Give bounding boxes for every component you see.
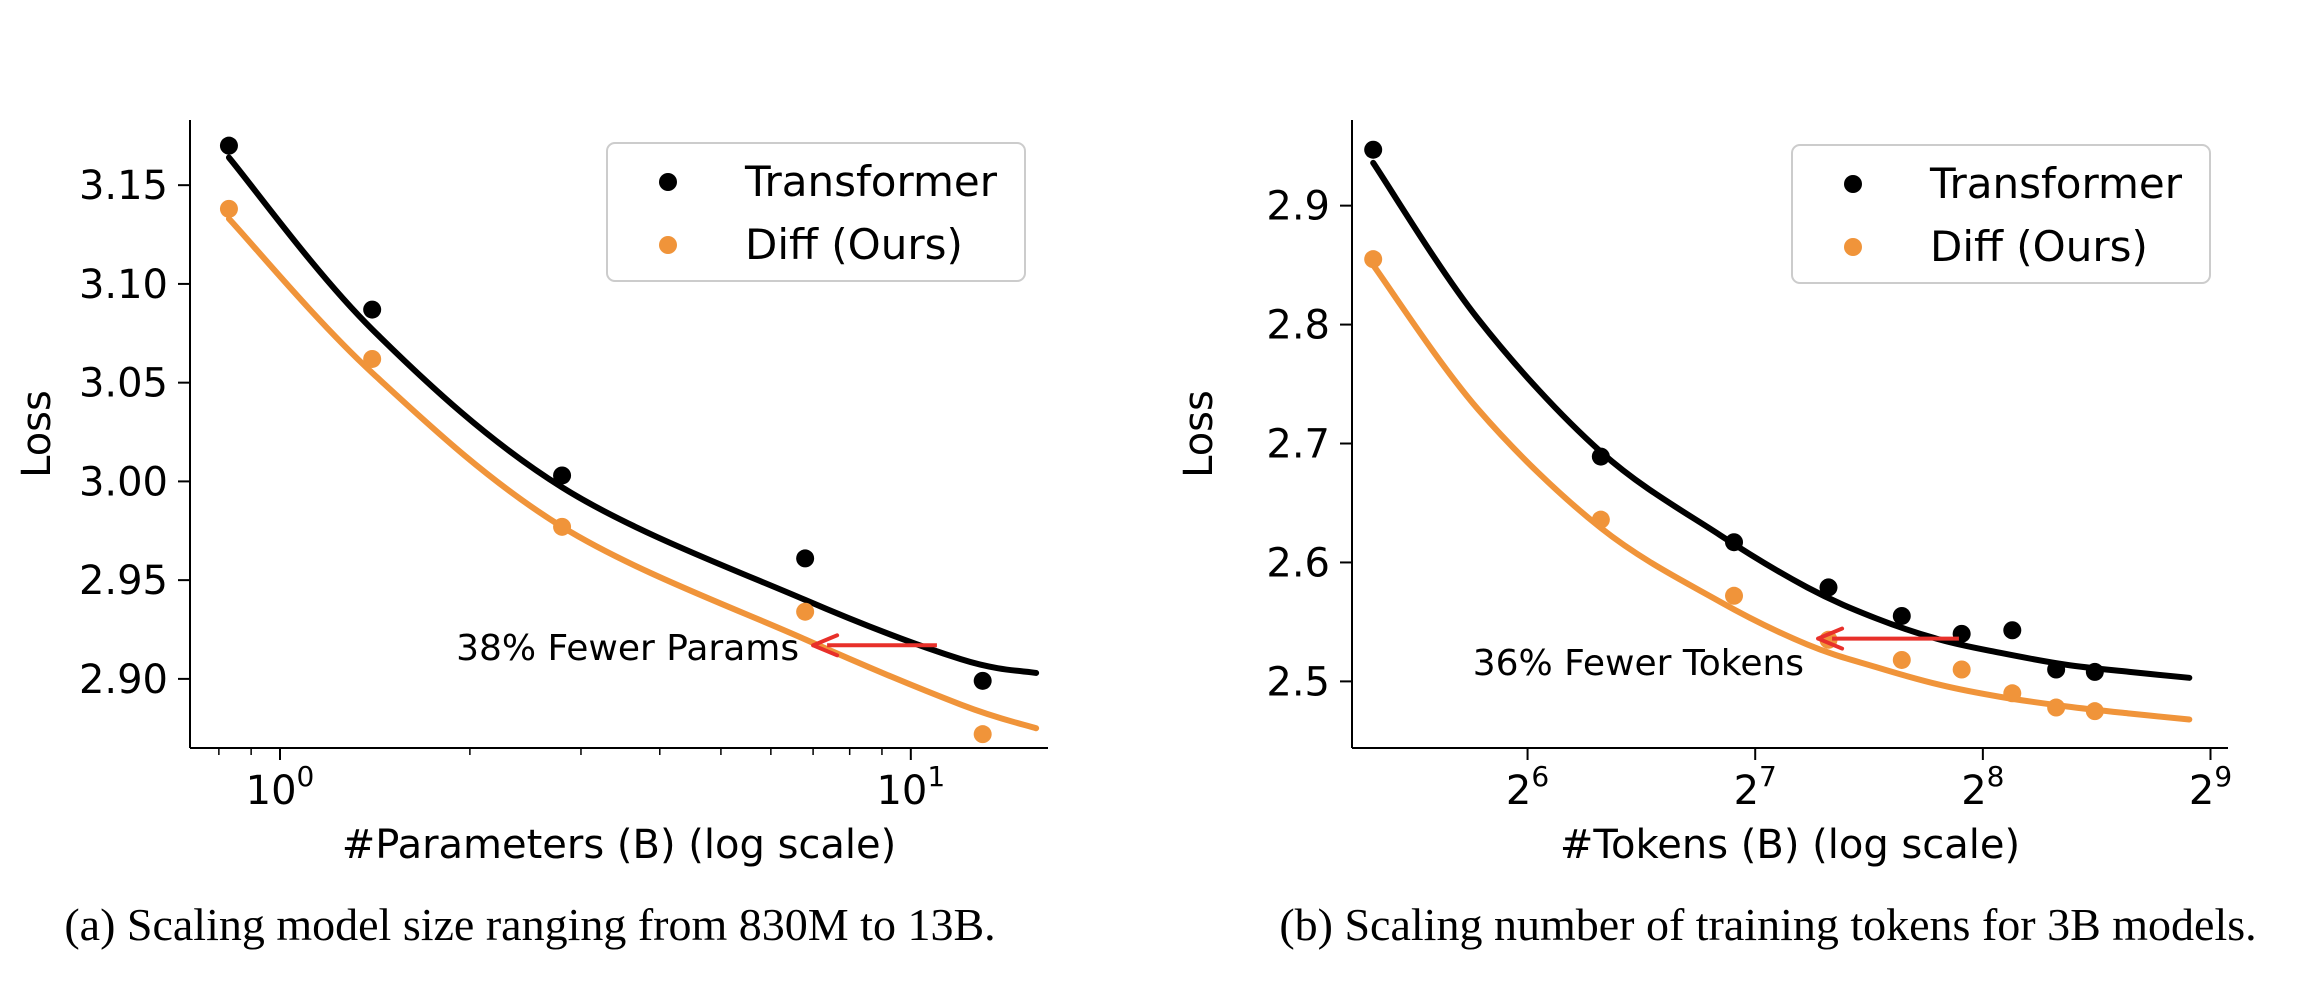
data-point: [553, 517, 572, 536]
fit-curve: [1370, 262, 2193, 723]
figure-caption: (a) Scaling model size ranging from 830M…: [64, 899, 995, 950]
data-point: [2003, 684, 2022, 703]
data-point: [2003, 621, 2022, 640]
annotation-arrow-head: [1816, 626, 1845, 651]
data-point: [1725, 533, 1744, 552]
data-point: [1364, 250, 1383, 269]
x-tick-label: 27: [1734, 760, 1777, 814]
y-tick-label: 2.8: [1266, 303, 1330, 349]
legend-marker: [659, 173, 677, 191]
y-tick-label: 3.15: [79, 163, 168, 209]
data-point: [363, 300, 382, 319]
legend-marker: [1844, 238, 1862, 256]
legend-entry: Diff (Ours): [745, 220, 963, 269]
data-point: [1725, 586, 1744, 605]
y-tick-label: 3.10: [79, 262, 168, 308]
y-tick-label: 2.7: [1266, 422, 1330, 468]
annotation-text: 36% Fewer Tokens: [1473, 643, 1804, 684]
legend-entry: Diff (Ours): [1930, 222, 2148, 271]
legend-marker: [659, 236, 677, 254]
y-axis-label: Loss: [1176, 390, 1222, 478]
y-tick-label: 3.00: [79, 459, 168, 505]
annotation-arrow-head: [811, 633, 840, 658]
data-point: [1892, 650, 1911, 669]
legend-marker: [1844, 175, 1862, 193]
data-point: [363, 349, 382, 368]
legend-entry: Transformer: [1929, 159, 2183, 208]
x-tick-label: 28: [1961, 760, 2004, 814]
legend-box: [606, 142, 1026, 282]
data-point: [973, 671, 992, 690]
y-tick-label: 2.90: [79, 657, 168, 703]
x-tick-label: 29: [2189, 760, 2232, 814]
y-tick-label: 3.05: [79, 361, 168, 407]
data-point: [553, 466, 572, 485]
x-axis-label: #Parameters (B) (log scale): [342, 822, 897, 868]
data-point: [2085, 662, 2104, 681]
data-point: [2047, 660, 2066, 679]
data-point: [2085, 702, 2104, 721]
data-point: [219, 199, 238, 218]
fit-curve: [225, 154, 1040, 676]
data-point: [1819, 578, 1838, 597]
chart-panel-a: 2.90 2.95 3.00 3.05 3.10 3.15 100 101 #Parameter…: [14, 120, 1048, 950]
fit-curve: [225, 215, 1040, 732]
y-tick-label: 2.6: [1266, 540, 1330, 586]
data-point: [1952, 660, 1971, 679]
x-tick-label: 100: [246, 760, 315, 814]
y-tick-label: 2.5: [1266, 659, 1330, 705]
data-point: [1591, 447, 1610, 466]
x-tick-label: 101: [876, 760, 945, 814]
data-point: [2047, 698, 2066, 717]
data-point: [1892, 606, 1911, 625]
annotation-text: 38% Fewer Params: [456, 628, 799, 669]
y-axis-label: Loss: [14, 390, 60, 478]
figure-caption: (b) Scaling number of training tokens fo…: [1279, 899, 2256, 950]
legend-box: [1791, 144, 2211, 284]
legend-entry: Transformer: [744, 157, 998, 206]
x-axis-label: #Tokens (B) (log scale): [1560, 822, 2020, 868]
y-tick-label: 2.9: [1266, 184, 1330, 230]
data-point: [1591, 510, 1610, 529]
fit-curve: [1370, 159, 2193, 681]
data-point: [796, 549, 815, 568]
data-point: [796, 602, 815, 621]
x-tick-label: 26: [1506, 760, 1549, 814]
y-tick-label: 2.95: [79, 558, 168, 604]
data-point: [973, 725, 992, 744]
data-point: [1364, 140, 1383, 159]
data-point: [219, 136, 238, 155]
chart-panel-b: 2.5 2.6 2.7 2.8 2.9 26 27 28 29 #Tokens (B) (log …: [1176, 120, 2257, 950]
